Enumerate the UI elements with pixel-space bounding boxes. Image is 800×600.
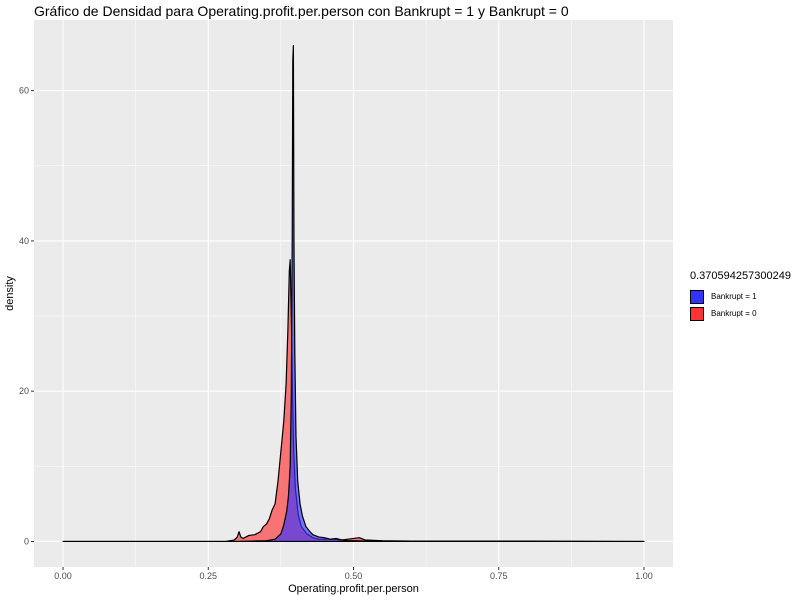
legend-key-bankrupt-0	[690, 306, 704, 321]
y-tick-label: 0	[24, 536, 29, 546]
legend-title: 0.370594257300249	[690, 270, 791, 282]
x-tick-label: 0.25	[200, 571, 218, 581]
y-tick-label: 40	[19, 236, 29, 246]
chart-title: Gráfico de Densidad para Operating.profi…	[34, 3, 569, 19]
x-axis-title: Operating.profit.per.person	[288, 583, 419, 595]
x-tick-label: 0.00	[54, 571, 72, 581]
legend-label-bankrupt-0: Bankrupt = 0	[711, 309, 757, 318]
x-tick-label: 0.50	[345, 571, 363, 581]
y-tick-label: 60	[19, 86, 29, 96]
series-layer	[62, 44, 645, 543]
y-tick-label: 20	[19, 386, 29, 396]
axis-layer: 0.00 0.25 0.50 0.75 1.00 0 20 40 60	[19, 86, 653, 581]
x-tick-label: 1.00	[635, 571, 653, 581]
y-axis-title: density	[4, 276, 16, 311]
legend-item-bankrupt-0: Bankrupt = 0	[690, 305, 791, 322]
x-tick-label: 0.75	[490, 571, 508, 581]
legend-key-bankrupt-1	[690, 289, 704, 304]
legend-item-bankrupt-1: Bankrupt = 1	[690, 288, 791, 305]
density-area-bankrupt-0	[62, 259, 645, 543]
density-area-bankrupt-1	[62, 44, 645, 543]
legend-label-bankrupt-1: Bankrupt = 1	[711, 292, 757, 301]
legend: 0.370594257300249 Bankrupt = 1 Bankrupt …	[690, 270, 791, 322]
